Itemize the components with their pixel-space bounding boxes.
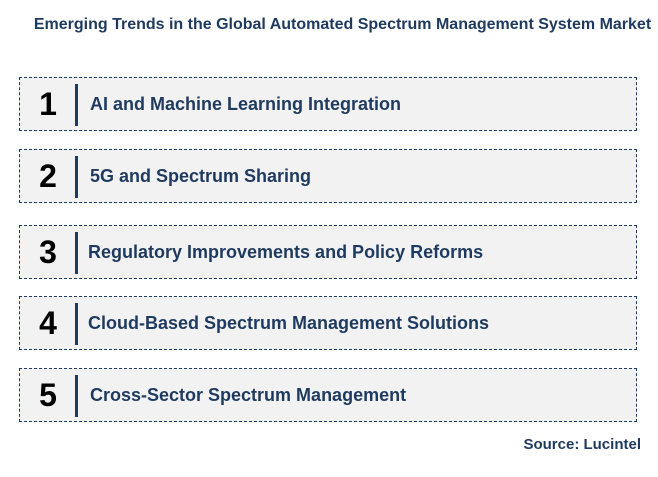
trend-item-4: 4 Cloud-Based Spectrum Management Soluti… [19, 296, 637, 350]
trend-label: Cloud-Based Spectrum Management Solution… [88, 312, 490, 333]
trend-number: 5 [39, 376, 57, 413]
trend-number: 4 [39, 304, 57, 341]
page-title: Emerging Trends in the Global Automated … [33, 16, 652, 33]
trend-label: Cross-Sector Spectrum Management [90, 384, 407, 405]
trend-item-3: 3 Regulatory Improvements and Policy Ref… [19, 225, 637, 279]
trend-label: AI and Machine Learning Integration [90, 93, 402, 114]
trend-divider [75, 303, 78, 345]
trend-item-2: 2 5G and Spectrum Sharing [19, 149, 637, 203]
trend-label: Regulatory Improvements and Policy Refor… [88, 241, 484, 262]
trend-number: 3 [39, 233, 57, 270]
trend-divider [75, 232, 78, 274]
trend-divider [75, 375, 78, 417]
trend-number: 2 [39, 157, 57, 194]
trend-item-1: 1 AI and Machine Learning Integration [19, 77, 637, 131]
trend-label: 5G and Spectrum Sharing [90, 165, 312, 186]
source-note: Source: Lucintel [523, 436, 641, 453]
trend-number: 1 [39, 85, 57, 122]
trend-divider [75, 84, 78, 126]
trend-divider [75, 156, 78, 198]
trend-item-5: 5 Cross-Sector Spectrum Management [19, 368, 637, 422]
